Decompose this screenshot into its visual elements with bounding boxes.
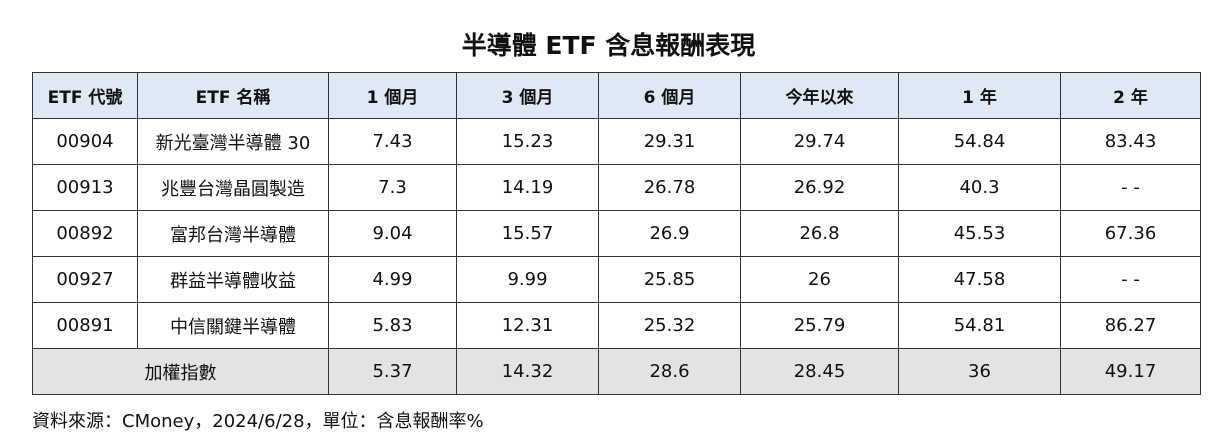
table-cell: 29.74 [740, 118, 899, 165]
table-row: 00927 群益半導體收益 4.99 9.99 25.85 26 47.58- - [32, 256, 1201, 303]
header-cell: 2 年 [1060, 72, 1201, 119]
table-cell: 83.43 [1060, 118, 1201, 165]
total-cell: 28.6 [598, 348, 741, 395]
header-cell: ETF 名稱 [137, 72, 329, 119]
table-cell: 5.83 [328, 302, 457, 349]
header-cell: 1 年 [898, 72, 1061, 119]
total-label: 加權指數 [32, 348, 329, 395]
table-cell: 26.8 [740, 210, 899, 257]
table-cell: 14.19 [456, 164, 599, 211]
total-cell: 49.17 [1060, 348, 1201, 395]
total-cell: 14.32 [456, 348, 599, 395]
table-cell: 25.32 [598, 302, 741, 349]
table-cell: 12.31 [456, 302, 599, 349]
table-cell: 兆豐台灣晶圓製造 [137, 164, 329, 211]
total-cell: 28.45 [740, 348, 899, 395]
table-row: 00892 富邦台灣半導體 9.04 15.57 26.9 26.8 45.53 67.36 [32, 210, 1201, 257]
header-cell: 3 個月 [456, 72, 599, 119]
header-cell: ETF 代號 [32, 72, 138, 119]
table-cell: 26 [740, 256, 899, 303]
table-cell: 7.43 [328, 118, 457, 165]
table-cell: 86.27 [1060, 302, 1201, 349]
table-title: 半導體 ETF 含息報酬表現 [461, 31, 756, 60]
table-row: 00913 兆豐台灣晶圓製造 7.3 14.19 26.78 26.92 40.3- - [32, 164, 1201, 211]
table-cell: 富邦台灣半導體 [137, 210, 329, 257]
table-cell: 9.99 [456, 256, 599, 303]
total-row: 加權指數 5.37 14.32 28.6 28.45 36 49.17 [32, 348, 1201, 395]
table-row: 00891 中信關鍵半導體 5.83 12.31 25.32 25.79 54.81 86.2… [32, 302, 1201, 349]
table-cell: 00913 [32, 164, 138, 211]
table-row: 00904 新光臺灣半導體 30 7.43 15.23 29.31 29.74 54.84 8… [32, 118, 1201, 165]
table-cell: 67.36 [1060, 210, 1201, 257]
table-cell: 45.53 [898, 210, 1061, 257]
table-cell: 54.84 [898, 118, 1061, 165]
table-cell: 4.99 [328, 256, 457, 303]
source-note: 資料來源：CMoney，2024/6/28，單位：含息報酬率% [32, 411, 484, 432]
table-cell: 15.23 [456, 118, 599, 165]
total-cell: 36 [898, 348, 1061, 395]
table-cell: 00892 [32, 210, 138, 257]
table-cell: 中信關鍵半導體 [137, 302, 329, 349]
table-cell: 群益半導體收益 [137, 256, 329, 303]
table-cell: 00891 [32, 302, 138, 349]
table-cell: 29.31 [598, 118, 741, 165]
table-cell: 25.79 [740, 302, 899, 349]
table-cell: 40.3 [898, 164, 1061, 211]
table-cell: 新光臺灣半導體 30 [137, 118, 329, 165]
table-cell: 47.58 [898, 256, 1061, 303]
table-cell: 9.04 [328, 210, 457, 257]
header-cell: 6 個月 [598, 72, 741, 119]
table-cell: - - [1060, 256, 1201, 303]
table-cell: - - [1060, 164, 1201, 211]
header-cell: 1 個月 [328, 72, 457, 119]
header-cell: 今年以來 [740, 72, 899, 119]
table-cell: 54.81 [898, 302, 1061, 349]
table-cell: 15.57 [456, 210, 599, 257]
table-cell: 26.78 [598, 164, 741, 211]
table-cell: 26.9 [598, 210, 741, 257]
total-cell: 5.37 [328, 348, 457, 395]
table-cell: 7.3 [328, 164, 457, 211]
table-cell: 00927 [32, 256, 138, 303]
table-cell: 26.92 [740, 164, 899, 211]
table-body: 00904 新光臺灣半導體 30 7.43 15.23 29.31 29.74 54.84 8… [32, 118, 1201, 395]
table-cell: 00904 [32, 118, 138, 165]
table-cell: 25.85 [598, 256, 741, 303]
